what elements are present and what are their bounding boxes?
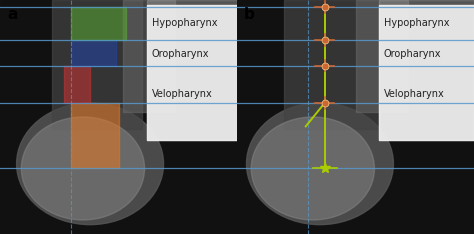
Bar [147,0,237,140]
Ellipse shape [21,117,145,220]
Bar [356,0,408,112]
Bar [379,5,474,140]
Bar [52,0,142,129]
Polygon shape [71,7,126,40]
Polygon shape [71,40,116,66]
Text: Hypopharynx: Hypopharynx [152,18,217,28]
Text: Oropharynx: Oropharynx [384,49,441,59]
Text: Oropharynx: Oropharynx [152,49,209,59]
Ellipse shape [17,103,164,225]
Bar [123,0,175,112]
Ellipse shape [251,117,374,220]
Ellipse shape [246,103,393,225]
Bar [147,5,237,140]
Text: Velopharynx: Velopharynx [152,89,212,99]
Text: b: b [244,7,255,22]
Text: Velopharynx: Velopharynx [384,89,445,99]
Bar [379,0,474,140]
Polygon shape [71,103,118,168]
Text: Hypopharynx: Hypopharynx [384,18,449,28]
Text: a: a [7,7,18,22]
Polygon shape [64,66,90,103]
Bar [284,0,379,129]
